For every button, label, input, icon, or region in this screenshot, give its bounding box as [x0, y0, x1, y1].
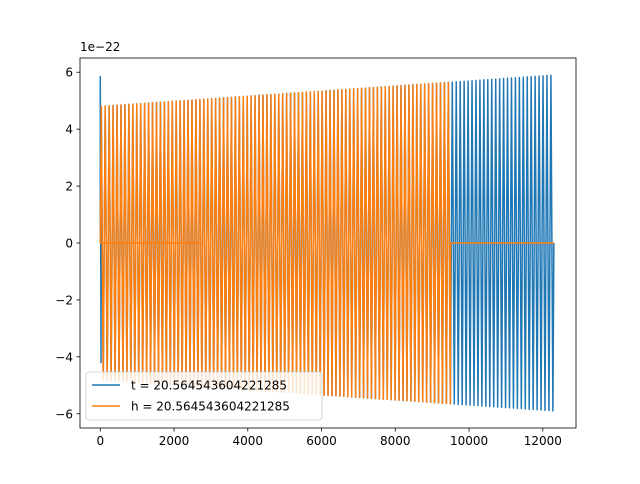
y-tick-label: 0 — [65, 237, 73, 251]
y-tick-label: 6 — [65, 66, 73, 80]
y-offset-label: 1e−22 — [80, 40, 120, 54]
x-tick-label: 0 — [96, 434, 104, 448]
x-tick-label: 6000 — [306, 434, 337, 448]
y-tick-label: 4 — [65, 123, 73, 137]
x-tick-label: 4000 — [233, 434, 264, 448]
x-axis: 0 2000 4000 6000 8000 10000 12000 — [96, 428, 562, 448]
y-tick-label: 2 — [65, 180, 73, 194]
legend-label-t: t = 20.564543604221285 — [131, 379, 287, 393]
x-tick-label: 12000 — [524, 434, 562, 448]
legend-label-h: h = 20.564543604221285 — [131, 400, 290, 414]
x-tick-label: 2000 — [159, 434, 190, 448]
y-tick-label: −6 — [55, 407, 73, 421]
x-tick-label: 10000 — [450, 434, 488, 448]
x-tick-label: 8000 — [380, 434, 411, 448]
y-axis: −6 −4 −2 0 2 4 6 — [55, 66, 80, 421]
legend-frame — [85, 371, 323, 421]
y-tick-label: −4 — [55, 350, 73, 364]
y-tick-label: −2 — [55, 293, 73, 307]
legend: t = 20.564543604221285 h = 20.5645436042… — [85, 371, 323, 421]
